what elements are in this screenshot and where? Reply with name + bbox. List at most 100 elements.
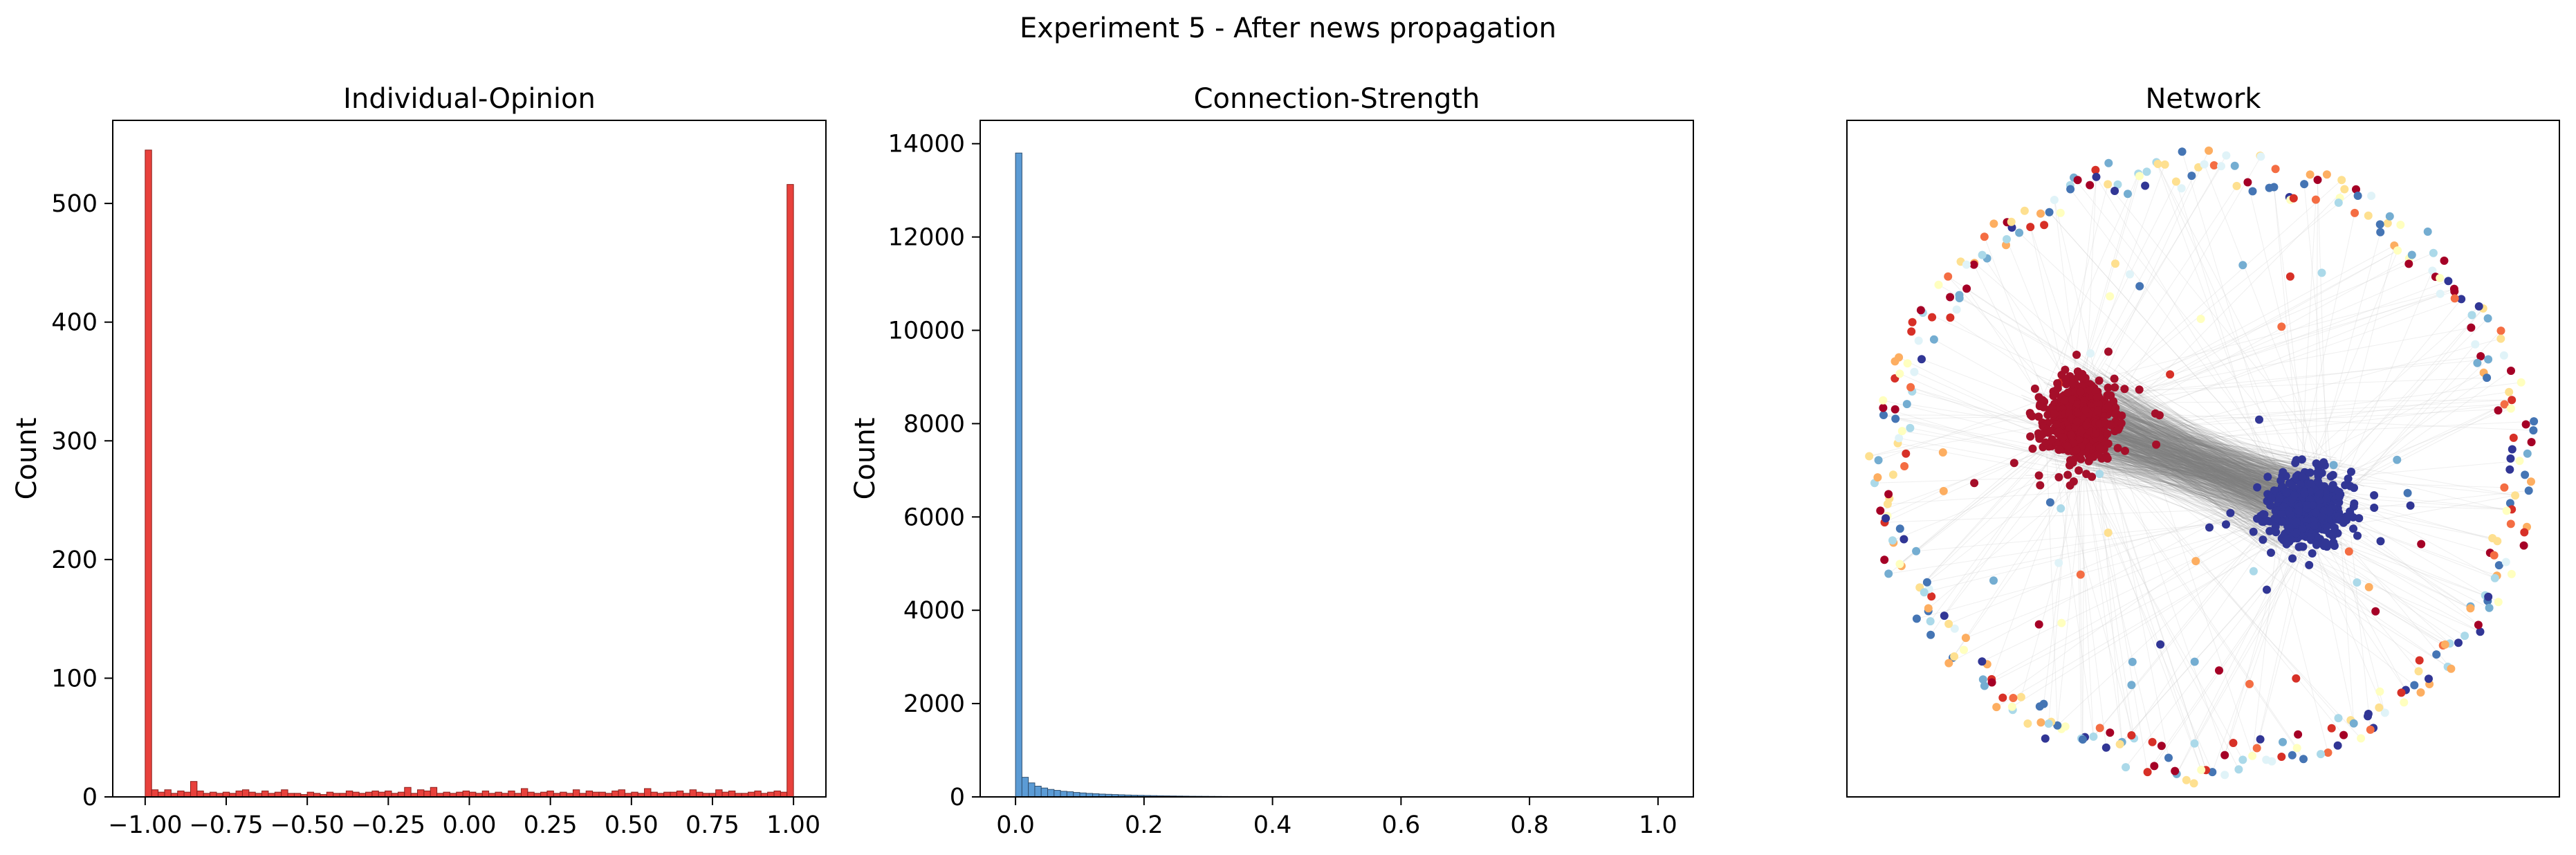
network-edge <box>2110 448 2321 472</box>
network-edge <box>1916 512 2306 619</box>
network-edge <box>2079 383 2317 499</box>
network-edge <box>1883 407 2294 531</box>
network-edge <box>2098 441 2415 686</box>
y-tick-label: 100 <box>51 665 98 692</box>
network-node <box>2307 531 2316 540</box>
network-edge <box>2073 439 2297 486</box>
network-node <box>2527 477 2535 486</box>
network-node <box>2350 208 2359 217</box>
network-edge <box>2092 414 2294 527</box>
network-node <box>2524 486 2533 495</box>
network-edge <box>2082 374 2283 508</box>
histogram-bar <box>1015 152 1022 798</box>
network-edge <box>2080 450 2302 476</box>
network-edge <box>2095 383 2314 508</box>
network-edge <box>2104 327 2472 396</box>
network-edge <box>2092 416 2307 535</box>
network-edge <box>2069 392 2510 455</box>
x-tick-label: 0.75 <box>686 811 739 839</box>
network-edge <box>2116 443 2295 521</box>
network-node <box>2364 211 2373 220</box>
network-node <box>2397 688 2406 697</box>
network-node <box>2092 172 2101 181</box>
network-edge <box>2288 548 2450 644</box>
network-node <box>2095 443 2104 452</box>
histogram-bar <box>456 791 463 798</box>
histogram-bar <box>397 791 405 798</box>
network-node <box>2404 259 2413 268</box>
network-edge <box>2086 280 2449 416</box>
network-node <box>2127 731 2136 739</box>
histogram-bar <box>261 790 269 798</box>
histogram-bar <box>676 790 684 798</box>
network-node <box>2121 446 2129 455</box>
network-node <box>2076 570 2085 579</box>
network-node <box>2232 181 2241 190</box>
network-edge <box>2099 406 2272 471</box>
network-node <box>2113 443 2122 452</box>
network-node <box>1902 449 1911 458</box>
network-node <box>2270 183 2279 192</box>
network-node <box>2290 490 2299 499</box>
network-edge <box>2097 429 2288 478</box>
network-node <box>2187 172 2196 181</box>
network-node <box>2092 393 2101 402</box>
network-node <box>2178 147 2187 156</box>
network-edge <box>2075 426 2094 737</box>
network-node <box>2310 521 2319 530</box>
network-edge <box>2079 419 2443 646</box>
network-edge <box>2079 403 2505 426</box>
network-edge <box>2092 416 2277 503</box>
network-edge <box>2095 430 2281 512</box>
network-edge <box>2083 189 2357 410</box>
network-node <box>1989 576 1998 585</box>
network-node <box>2278 517 2287 526</box>
network-edge <box>2328 535 2479 625</box>
network-node <box>2034 471 2043 480</box>
network-node <box>2076 387 2085 396</box>
network-node <box>2115 739 2124 748</box>
histogram-bar <box>546 790 554 798</box>
network-node <box>2530 417 2539 426</box>
network-node <box>2196 315 2205 323</box>
network-node <box>2055 445 2064 454</box>
network-edge <box>2093 444 2270 515</box>
network-node <box>1980 681 1989 690</box>
network-node <box>1912 614 1921 623</box>
histogram-bar <box>306 791 315 798</box>
network-node <box>2157 742 2166 751</box>
network-edge <box>2092 421 2534 443</box>
histogram-bar <box>190 781 198 798</box>
network-edge <box>2339 526 2355 724</box>
network-edge <box>2112 408 2307 497</box>
network-edge <box>2094 382 2521 438</box>
network-node <box>2312 540 2321 549</box>
network-edge <box>2084 356 2481 405</box>
network-edge <box>2095 406 2306 535</box>
histogram-bar <box>611 790 619 798</box>
network-node <box>2093 406 2102 415</box>
network-node <box>2111 410 2120 419</box>
network-edge <box>2104 427 2310 484</box>
network-node <box>2500 400 2509 409</box>
network-edge <box>2337 344 2476 509</box>
network-node <box>2521 420 2530 429</box>
network-node <box>2333 741 2342 750</box>
network-edge <box>2058 338 2501 457</box>
network-node <box>2141 181 2150 190</box>
histogram-bar <box>404 787 412 798</box>
network-edge <box>2096 423 2305 495</box>
network-node <box>2039 699 2048 708</box>
network-node <box>1879 411 1888 419</box>
network-node <box>2416 688 2425 697</box>
x-tick-label: 0.2 <box>1125 811 1163 839</box>
network-edge <box>2072 434 2387 490</box>
network-node <box>2350 499 2359 508</box>
network-node <box>1927 592 1936 601</box>
network-node <box>2263 516 2272 525</box>
network-node <box>1934 280 1943 289</box>
network-edge <box>2287 306 2480 477</box>
network-edge <box>2110 378 2290 477</box>
histogram-bar <box>326 791 334 798</box>
network-edge <box>2096 176 2312 528</box>
